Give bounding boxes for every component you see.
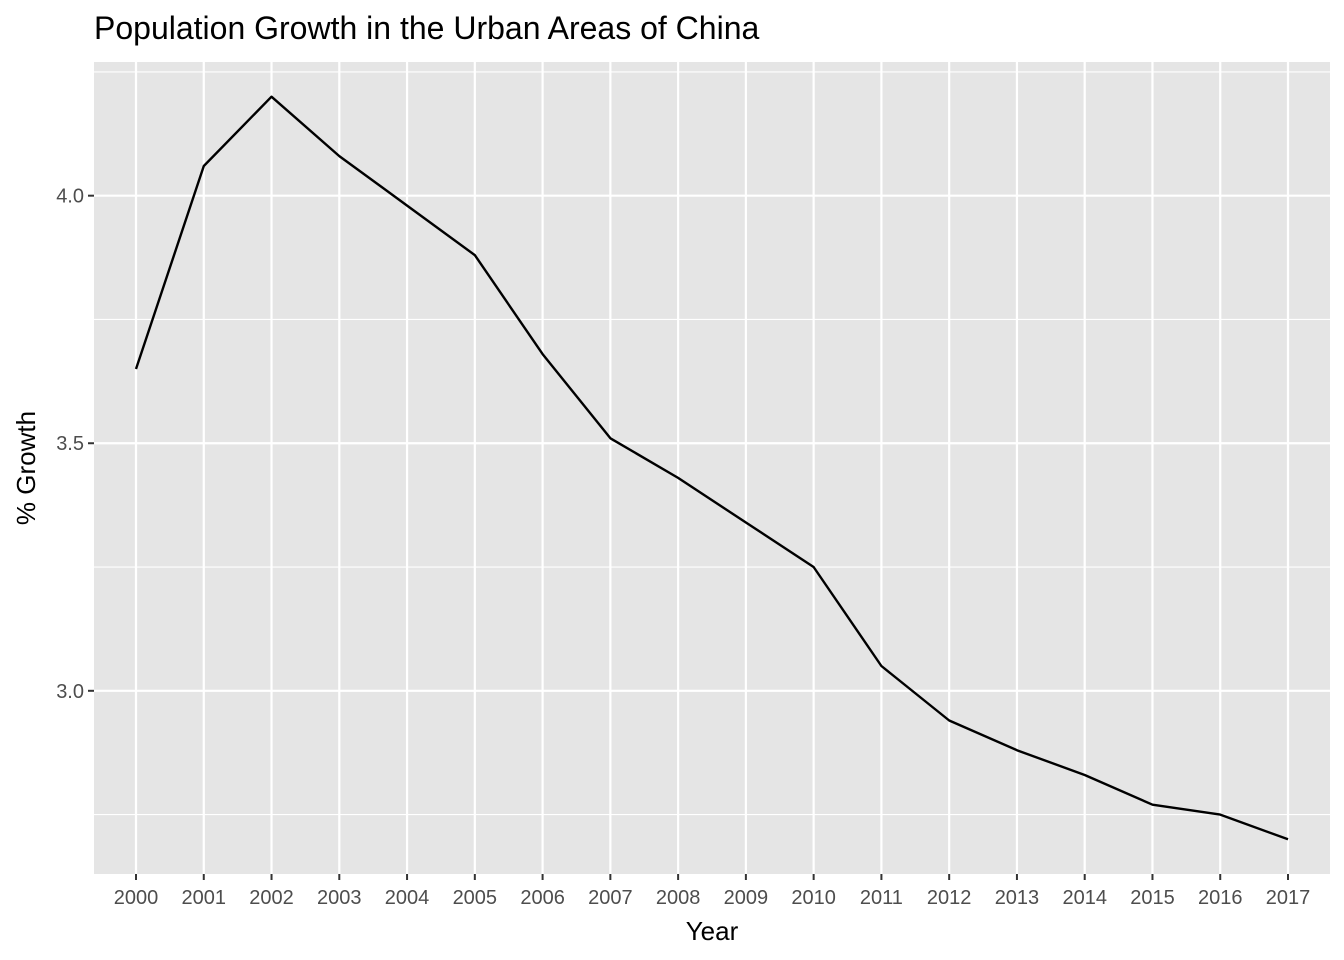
series-line xyxy=(134,95,1289,841)
x-tick-label: 2005 xyxy=(453,887,498,909)
x-tick-label: 2015 xyxy=(1130,887,1175,909)
x-tick-label: 2007 xyxy=(588,887,633,909)
series-layer xyxy=(134,95,1289,841)
x-tick-label: 2009 xyxy=(724,887,769,909)
y-tick-label: 4.0 xyxy=(56,186,84,208)
y-tick-label: 3.0 xyxy=(56,681,84,703)
x-tick-label: 2016 xyxy=(1198,887,1243,909)
x-tick-label: 2011 xyxy=(860,887,903,909)
x-tick-label: 2001 xyxy=(182,887,227,909)
x-tick-label: 2006 xyxy=(520,887,565,909)
y-tick-label: 3.5 xyxy=(56,433,84,455)
y-axis: 3.0 3.5 4.0 xyxy=(56,186,94,703)
x-tick-label: 2000 xyxy=(114,887,159,909)
x-tick-label: 2003 xyxy=(317,887,362,909)
y-axis-title: % Growth xyxy=(11,411,41,525)
chart-title: Population Growth in the Urban Areas of … xyxy=(94,10,759,46)
x-axis-title: Year xyxy=(686,916,739,946)
x-axis: 2000 2001 2002 2003 2004 2005 2006 2007 2008 2009… xyxy=(114,874,1311,909)
gridlines xyxy=(94,62,1330,874)
x-tick-label: 2014 xyxy=(1062,887,1107,909)
x-tick-label: 2017 xyxy=(1266,887,1311,909)
plot-panel xyxy=(94,62,1330,874)
x-tick-label: 2010 xyxy=(791,887,836,909)
x-tick-label: 2008 xyxy=(656,887,701,909)
x-tick-label: 2013 xyxy=(995,887,1040,909)
x-tick-label: 2002 xyxy=(249,887,294,909)
x-tick-label: 2012 xyxy=(927,887,972,909)
x-tick-label: 2004 xyxy=(385,887,430,909)
